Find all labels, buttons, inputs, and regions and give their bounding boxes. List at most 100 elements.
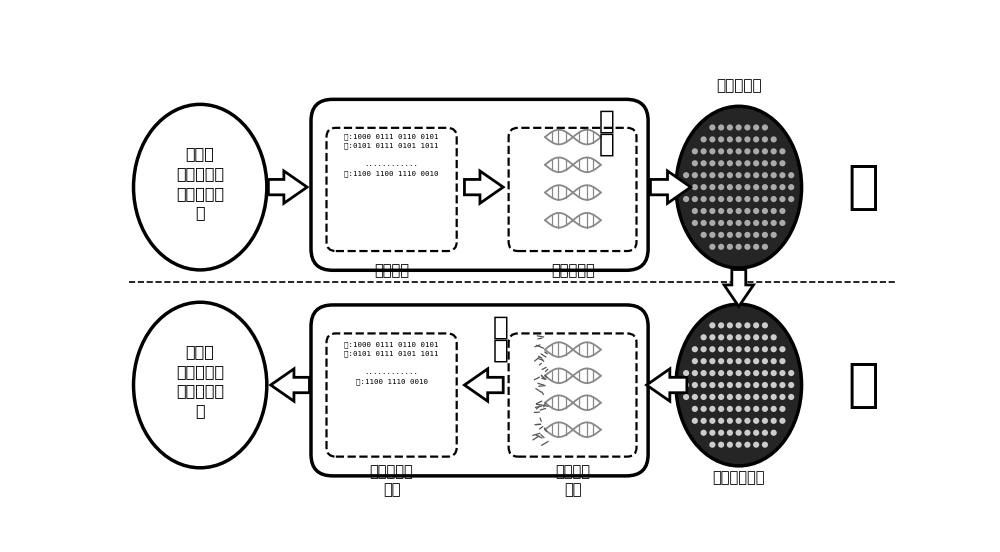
Circle shape bbox=[788, 196, 794, 202]
Circle shape bbox=[709, 370, 715, 376]
Circle shape bbox=[762, 382, 768, 388]
Circle shape bbox=[771, 184, 777, 190]
Ellipse shape bbox=[676, 304, 802, 466]
Circle shape bbox=[701, 208, 707, 214]
Circle shape bbox=[736, 232, 742, 238]
Circle shape bbox=[753, 244, 759, 250]
Circle shape bbox=[718, 418, 724, 424]
Circle shape bbox=[709, 429, 715, 436]
Text: 二进制码: 二进制码 bbox=[374, 263, 409, 278]
FancyArrow shape bbox=[464, 369, 503, 401]
Circle shape bbox=[709, 208, 715, 214]
Circle shape bbox=[762, 148, 768, 155]
Circle shape bbox=[701, 136, 707, 142]
Circle shape bbox=[779, 160, 786, 166]
Circle shape bbox=[744, 124, 751, 130]
Circle shape bbox=[736, 136, 742, 142]
Text: 文:1000 0111 0110 0101
字:0101 0111 0101 1011

............
题:1100 1110 0010: 文:1000 0111 0110 0101 字:0101 0111 0101 1… bbox=[344, 341, 439, 385]
Circle shape bbox=[753, 322, 759, 328]
Circle shape bbox=[736, 346, 742, 352]
Circle shape bbox=[701, 196, 707, 202]
Circle shape bbox=[727, 160, 733, 166]
Circle shape bbox=[683, 394, 689, 400]
Circle shape bbox=[709, 442, 715, 448]
Circle shape bbox=[692, 406, 698, 412]
Circle shape bbox=[701, 406, 707, 412]
Circle shape bbox=[753, 382, 759, 388]
Circle shape bbox=[771, 382, 777, 388]
Circle shape bbox=[701, 184, 707, 190]
Circle shape bbox=[727, 406, 733, 412]
Circle shape bbox=[771, 394, 777, 400]
Circle shape bbox=[736, 370, 742, 376]
Text: 解
码: 解 码 bbox=[493, 314, 509, 363]
Circle shape bbox=[762, 334, 768, 341]
Circle shape bbox=[727, 394, 733, 400]
Circle shape bbox=[701, 220, 707, 226]
Circle shape bbox=[692, 358, 698, 364]
Circle shape bbox=[762, 244, 768, 250]
Circle shape bbox=[762, 208, 768, 214]
Circle shape bbox=[753, 429, 759, 436]
Circle shape bbox=[762, 160, 768, 166]
Circle shape bbox=[762, 429, 768, 436]
Circle shape bbox=[736, 160, 742, 166]
Circle shape bbox=[701, 160, 707, 166]
Text: 编
码: 编 码 bbox=[599, 109, 615, 157]
FancyArrow shape bbox=[271, 369, 309, 401]
Circle shape bbox=[709, 220, 715, 226]
Circle shape bbox=[701, 358, 707, 364]
Circle shape bbox=[701, 334, 707, 341]
Circle shape bbox=[709, 160, 715, 166]
Circle shape bbox=[718, 148, 724, 155]
Circle shape bbox=[683, 382, 689, 388]
Circle shape bbox=[779, 148, 786, 155]
Circle shape bbox=[718, 322, 724, 328]
Circle shape bbox=[701, 429, 707, 436]
Circle shape bbox=[683, 196, 689, 202]
Circle shape bbox=[727, 442, 733, 448]
Circle shape bbox=[788, 184, 794, 190]
Circle shape bbox=[692, 160, 698, 166]
Circle shape bbox=[736, 322, 742, 328]
Circle shape bbox=[718, 406, 724, 412]
Circle shape bbox=[718, 394, 724, 400]
Circle shape bbox=[709, 346, 715, 352]
Circle shape bbox=[753, 208, 759, 214]
Circle shape bbox=[753, 406, 759, 412]
Circle shape bbox=[788, 394, 794, 400]
Circle shape bbox=[736, 358, 742, 364]
Circle shape bbox=[692, 382, 698, 388]
Circle shape bbox=[762, 346, 768, 352]
Circle shape bbox=[727, 358, 733, 364]
Circle shape bbox=[753, 442, 759, 448]
Circle shape bbox=[753, 196, 759, 202]
Circle shape bbox=[762, 322, 768, 328]
Circle shape bbox=[736, 394, 742, 400]
Circle shape bbox=[762, 184, 768, 190]
Circle shape bbox=[779, 184, 786, 190]
Circle shape bbox=[744, 442, 751, 448]
Circle shape bbox=[744, 429, 751, 436]
Circle shape bbox=[771, 136, 777, 142]
Circle shape bbox=[718, 358, 724, 364]
Circle shape bbox=[718, 232, 724, 238]
Circle shape bbox=[709, 334, 715, 341]
Circle shape bbox=[727, 382, 733, 388]
Circle shape bbox=[744, 184, 751, 190]
Circle shape bbox=[701, 346, 707, 352]
Circle shape bbox=[718, 208, 724, 214]
FancyArrow shape bbox=[724, 269, 754, 306]
Circle shape bbox=[753, 220, 759, 226]
Circle shape bbox=[709, 406, 715, 412]
Circle shape bbox=[718, 184, 724, 190]
Circle shape bbox=[709, 232, 715, 238]
Circle shape bbox=[718, 160, 724, 166]
Circle shape bbox=[753, 136, 759, 142]
Circle shape bbox=[692, 418, 698, 424]
Circle shape bbox=[744, 136, 751, 142]
Circle shape bbox=[692, 148, 698, 155]
Circle shape bbox=[718, 196, 724, 202]
Circle shape bbox=[692, 196, 698, 202]
Circle shape bbox=[771, 196, 777, 202]
